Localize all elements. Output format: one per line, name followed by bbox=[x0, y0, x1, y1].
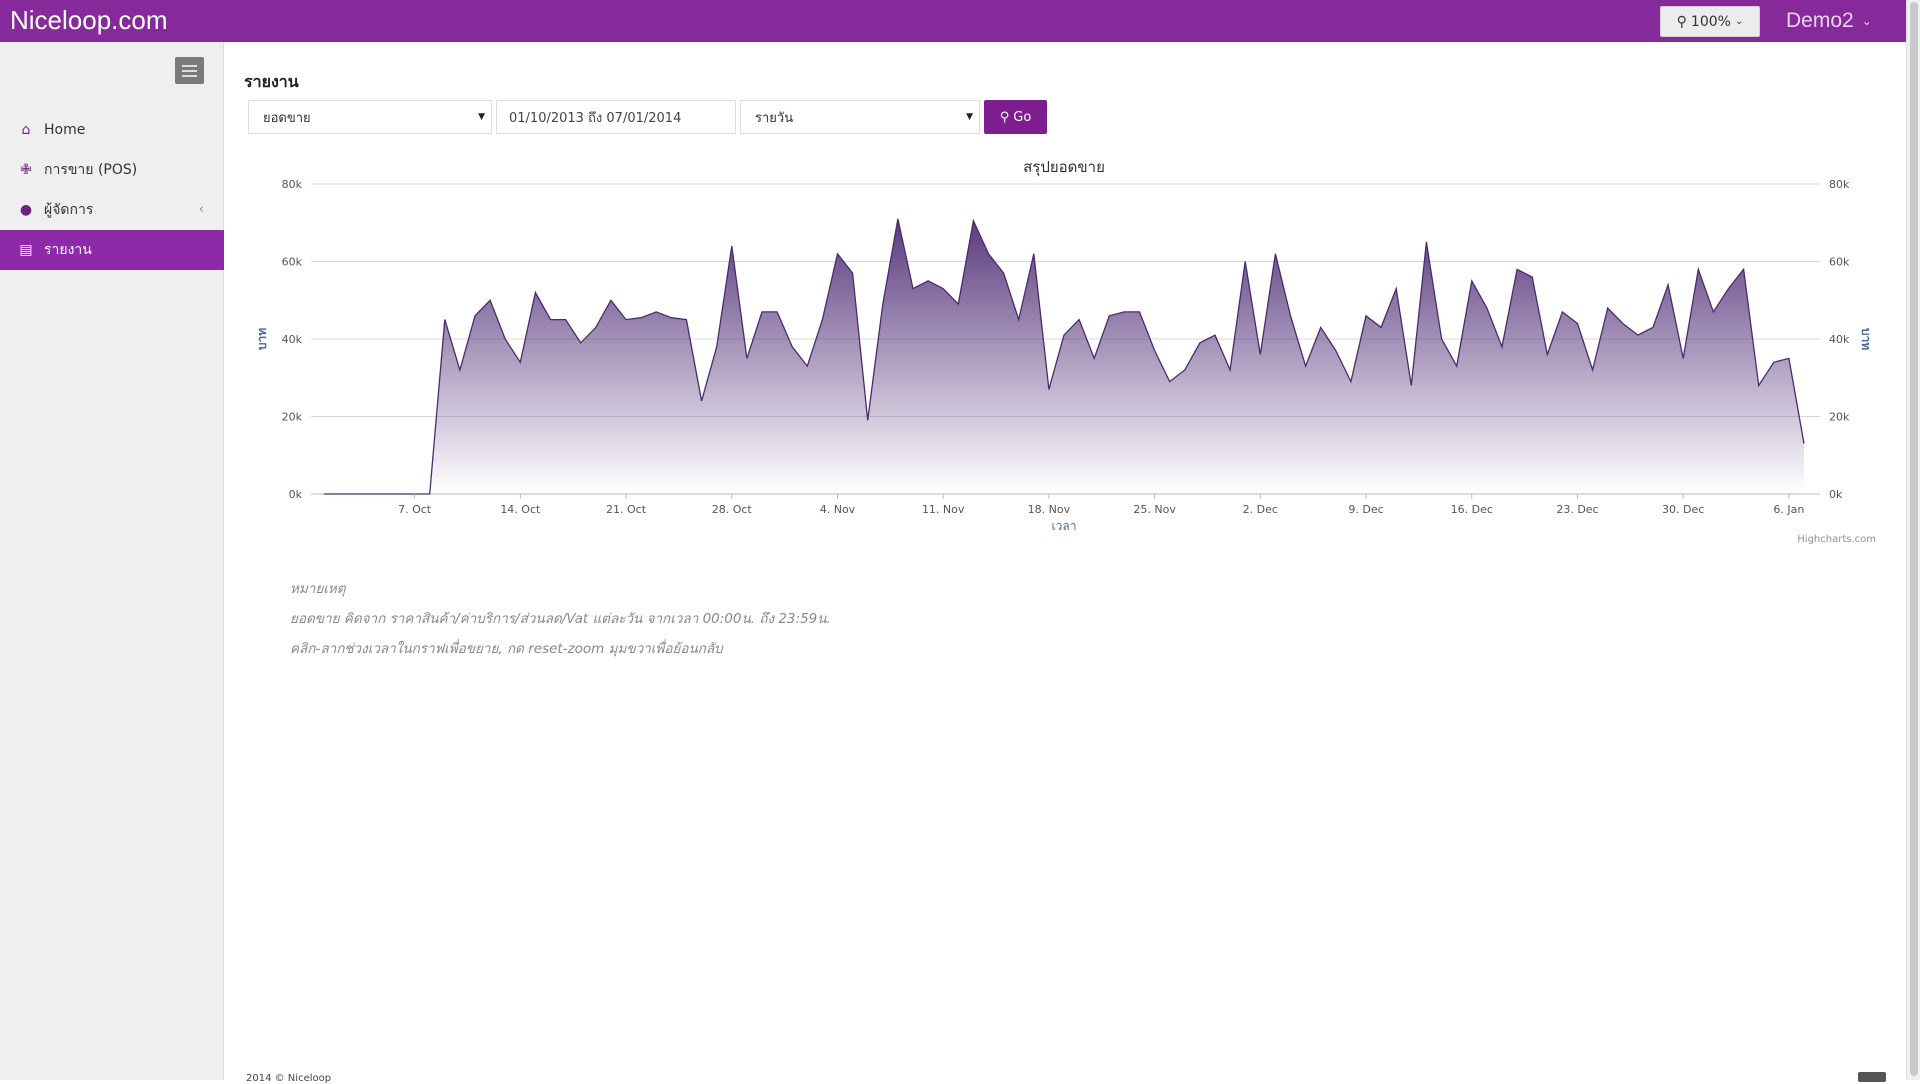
x-tick-label: 4. Nov bbox=[820, 503, 856, 516]
zoom-dropdown[interactable]: ⚲ 100% ⌄ bbox=[1660, 6, 1760, 37]
notes-line-1: ยอดขาย คิดจาก ราคาสินค้า/ค่าบริการ/ส่วนล… bbox=[290, 611, 831, 627]
x-tick-label: 21. Oct bbox=[606, 503, 647, 516]
x-tick-label: 28. Oct bbox=[712, 503, 753, 516]
scrollbar-thumb[interactable] bbox=[1910, 2, 1918, 1076]
sales-chart[interactable]: สรุปยอดขาย 0k 0k 20k 20k 40k 40k 60k 60k 80k 80k บา… bbox=[244, 150, 1884, 590]
x-tick-label: 14. Oct bbox=[500, 503, 541, 516]
user-name: Demo2 bbox=[1786, 9, 1854, 32]
y-tick-label-left: 20k bbox=[282, 411, 303, 424]
y-axis-title-right: บาท bbox=[1859, 328, 1873, 350]
y-tick-label-left: 80k bbox=[282, 178, 303, 191]
sidebar-item-label: การขาย (POS) bbox=[44, 162, 138, 178]
period-select[interactable]: รายวัน ▼ bbox=[740, 100, 980, 134]
series-area bbox=[324, 218, 1804, 494]
report-type-value: ยอดขาย bbox=[263, 110, 311, 126]
y-tick-label-left: 0k bbox=[289, 488, 303, 501]
chart-title: สรุปยอดขาย bbox=[1023, 158, 1105, 177]
chevron-down-icon: ⌄ bbox=[1861, 14, 1872, 28]
y-tick-label-left: 40k bbox=[282, 333, 303, 346]
period-value: รายวัน bbox=[755, 110, 794, 126]
sidebar-nav: ⌂ Home ✙ การขาย (POS) ● ผู้จัดการ ‹ ▤ รา… bbox=[0, 110, 224, 270]
page-title: รายงาน bbox=[244, 72, 299, 91]
x-tick-label: 7. Oct bbox=[398, 503, 432, 516]
chevron-down-icon: ⌄ bbox=[1734, 16, 1744, 27]
y-tick-label-right: 20k bbox=[1829, 411, 1850, 424]
y-tick-label-right: 80k bbox=[1829, 178, 1850, 191]
caret-down-icon: ▼ bbox=[966, 112, 973, 122]
date-range-input[interactable]: 01/10/2013 ถึง 07/01/2014 bbox=[496, 100, 736, 134]
x-axis-title: เวลา bbox=[1052, 519, 1077, 533]
y-tick-label-left: 60k bbox=[282, 256, 303, 269]
x-tick-label: 2. Dec bbox=[1243, 503, 1278, 516]
report-type-select[interactable]: ยอดขาย ▼ bbox=[248, 100, 492, 134]
notes-heading: หมายเหตุ bbox=[290, 581, 346, 597]
hamburger-line bbox=[182, 74, 197, 77]
cutlery-icon: ✙ bbox=[20, 162, 32, 178]
y-axis-title-left: บาท bbox=[255, 328, 269, 350]
zoom-label: 100% bbox=[1690, 13, 1731, 30]
user-menu[interactable]: Demo2 ⌄ bbox=[1786, 9, 1872, 33]
notes-section: หมายเหตุ ยอดขาย คิดจาก ราคาสินค้า/ค่าบริ… bbox=[290, 574, 831, 664]
chart-credits: Highcharts.com bbox=[1797, 534, 1876, 545]
sidebar-item-report[interactable]: ▤ รายงาน bbox=[0, 230, 224, 270]
scroll-top-button[interactable] bbox=[1858, 1072, 1886, 1082]
x-tick-label: 18. Nov bbox=[1028, 503, 1071, 516]
y-tick-label-right: 40k bbox=[1829, 333, 1850, 346]
hamburger-line bbox=[182, 64, 197, 67]
hamburger-line bbox=[182, 69, 197, 72]
series-line bbox=[324, 218, 1805, 495]
top-navbar: Niceloop.com ⚲ 100% ⌄ Demo2 ⌄ bbox=[0, 0, 1906, 42]
go-button[interactable]: ⚲ Go bbox=[984, 100, 1047, 134]
notes-line-2: คลิก-ลากช่วงเวลาในกราฟเพื่อขยาย, กด rese… bbox=[290, 641, 723, 657]
report-filters: ยอดขาย ▼ 01/10/2013 ถึง 07/01/2014 รายวั… bbox=[248, 100, 1047, 134]
sidebar-item-label: ผู้จัดการ bbox=[44, 202, 94, 218]
brand-logo[interactable]: Niceloop.com bbox=[10, 5, 168, 35]
y-tick-label-right: 0k bbox=[1829, 488, 1843, 501]
caret-down-icon: ▼ bbox=[478, 112, 485, 122]
sidebar-item-manager[interactable]: ● ผู้จัดการ ‹ bbox=[0, 190, 224, 230]
y-tick-label-right: 60k bbox=[1829, 256, 1850, 269]
zoom-in-icon: ⚲ bbox=[1676, 13, 1687, 30]
menu-toggle-button[interactable] bbox=[175, 57, 204, 84]
sidebar: ⌂ Home ✙ การขาย (POS) ● ผู้จัดการ ‹ ▤ รา… bbox=[0, 42, 224, 1080]
go-label: Go bbox=[1013, 109, 1032, 125]
user-icon: ● bbox=[19, 202, 33, 218]
search-icon: ⚲ bbox=[999, 109, 1010, 125]
chevron-left-icon: ‹ bbox=[198, 202, 204, 217]
x-tick-label: 16. Dec bbox=[1451, 503, 1493, 516]
chart-svg[interactable]: สรุปยอดขาย 0k 0k 20k 20k 40k 40k 60k 60k 80k 80k บา… bbox=[244, 150, 1884, 590]
x-tick-label: 9. Dec bbox=[1348, 503, 1383, 516]
x-tick-label: 11. Nov bbox=[922, 503, 965, 516]
x-tick-label: 30. Dec bbox=[1662, 503, 1704, 516]
sidebar-item-label: รายงาน bbox=[44, 242, 92, 258]
home-icon: ⌂ bbox=[21, 122, 31, 138]
x-tick-label: 23. Dec bbox=[1556, 503, 1598, 516]
page-scrollbar[interactable] bbox=[1906, 0, 1920, 1080]
footer-text: 2014 © Niceloop bbox=[246, 1073, 332, 1084]
sidebar-item-home[interactable]: ⌂ Home bbox=[0, 110, 224, 150]
bar-chart-icon: ▤ bbox=[19, 242, 33, 258]
sidebar-item-pos[interactable]: ✙ การขาย (POS) bbox=[0, 150, 224, 190]
x-tick-label: 6. Jan bbox=[1773, 503, 1804, 516]
sidebar-item-label: Home bbox=[44, 122, 86, 138]
x-tick-label: 25. Nov bbox=[1133, 503, 1176, 516]
